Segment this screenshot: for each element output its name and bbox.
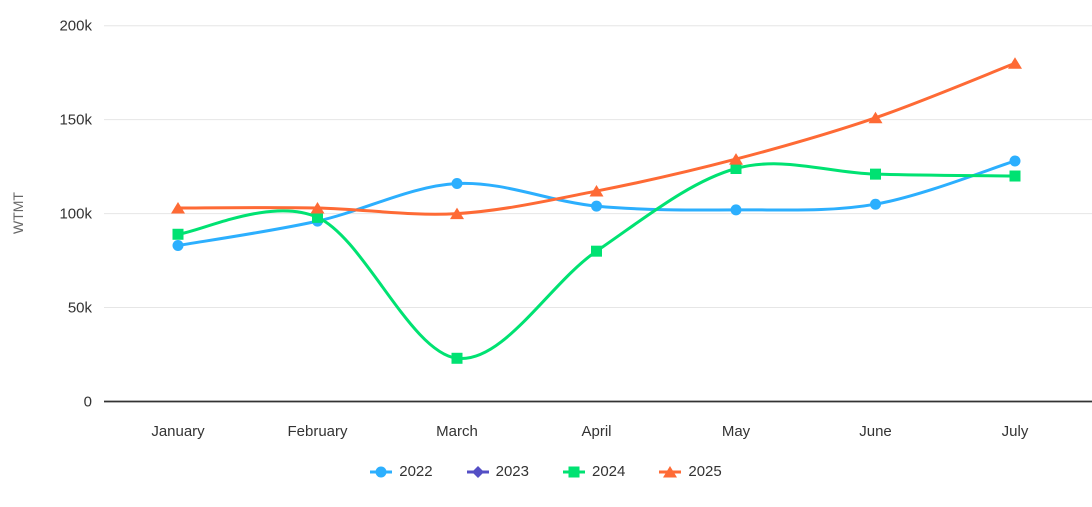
legend-marker-2023 <box>471 465 484 478</box>
y-tick-label: 50k <box>68 300 93 317</box>
y-tick-label: 200k <box>59 18 92 35</box>
x-tick-label: January <box>151 423 205 440</box>
chart-legend: 2022 2023 2024 2025 <box>0 463 1092 480</box>
marker-square-2024 <box>312 211 323 223</box>
y-tick-label: 150k <box>59 112 92 129</box>
marker-circle-2022 <box>451 178 463 190</box>
legend-item-2022[interactable]: 2022 <box>370 463 433 480</box>
marker-triangle-2025 <box>868 111 883 124</box>
x-tick-label: May <box>722 423 751 440</box>
series-2025 <box>171 57 1022 220</box>
legend-circle-icon <box>370 466 393 477</box>
legend-label-2025: 2025 <box>688 463 722 480</box>
marker-triangle-2025 <box>450 207 464 220</box>
marker-circle-2022 <box>870 198 881 210</box>
x-tick-label: March <box>436 423 478 440</box>
marker-triangle-2025 <box>729 153 743 165</box>
series-2022 <box>172 155 1021 252</box>
legend-item-2025[interactable]: 2025 <box>659 463 722 480</box>
legend-label-2022: 2022 <box>399 463 433 480</box>
y-tick-label: 100k <box>59 206 92 223</box>
series-2024 <box>172 162 1021 364</box>
legend-item-2024[interactable]: 2024 <box>563 463 625 480</box>
x-tick-label: February <box>287 423 348 440</box>
marker-circle-2022 <box>730 204 742 216</box>
x-tick-label: July <box>1002 423 1029 440</box>
legend-item-2023[interactable]: 2023 <box>466 463 529 480</box>
legend-triangle-icon <box>659 465 682 477</box>
marker-square-2024 <box>870 168 881 180</box>
marker-triangle-2025 <box>589 185 604 197</box>
marker-square-2024 <box>730 163 742 175</box>
y-tick-label: 0 <box>84 394 92 411</box>
legend-diamond-icon <box>466 465 489 478</box>
marker-triangle-2025 <box>1008 57 1022 69</box>
marker-triangle-2025 <box>310 201 325 214</box>
marker-square-2024 <box>1009 170 1021 182</box>
marker-circle-2022 <box>591 200 602 212</box>
marker-circle-2022 <box>172 240 184 252</box>
marker-square-2024 <box>591 245 602 257</box>
legend-label-2024: 2024 <box>592 463 626 480</box>
marker-square-2024 <box>451 352 463 364</box>
legend-square-icon <box>563 466 585 477</box>
legend-marker-2024 <box>568 466 580 477</box>
marker-circle-2022 <box>1009 155 1021 167</box>
legend-marker-2022 <box>375 466 387 477</box>
x-tick-label: June <box>859 423 892 440</box>
marker-square-2024 <box>172 228 184 240</box>
marker-triangle-2025 <box>171 201 185 214</box>
legend-label-2023: 2023 <box>495 463 529 480</box>
legend-marker-2025 <box>663 465 678 477</box>
y-axis-title: WTMT <box>10 192 26 234</box>
x-tick-label: April <box>581 423 611 440</box>
